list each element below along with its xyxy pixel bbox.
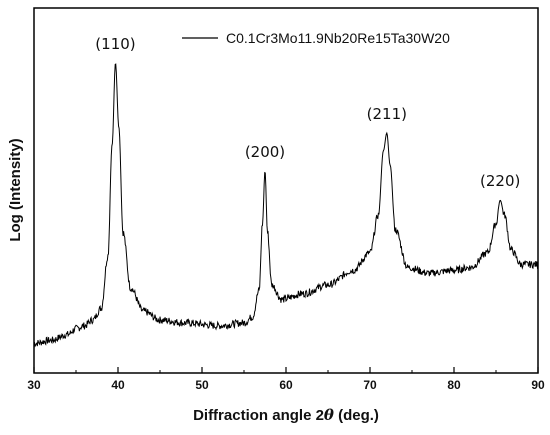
peak-labels: (110) (200) (211) (220): [95, 35, 520, 190]
x-tick-label-60: 60: [279, 378, 293, 392]
x-tick-label-40: 40: [111, 378, 125, 392]
x-tick-labels: 30 40 50 60 70 80 90: [27, 378, 545, 392]
x-tick-label-80: 80: [447, 378, 461, 392]
peak-label: (110): [95, 35, 135, 53]
x-tick-label-90: 90: [531, 378, 545, 392]
x-axis-title-suffix: (deg.): [334, 407, 379, 424]
x-axis-title-prefix: Diffraction angle 2: [193, 407, 324, 424]
peak-label: (200): [245, 143, 285, 161]
plot-frame: [33, 7, 539, 374]
x-tick-label-30: 30: [27, 378, 41, 392]
x-axis-title-symbol: θ: [324, 406, 334, 424]
series-line: [33, 63, 539, 348]
legend-label: C0.1Cr3Mo11.9Nb20Re15Ta30W20: [226, 30, 450, 46]
legend: C0.1Cr3Mo11.9Nb20Re15Ta30W20: [182, 30, 450, 46]
x-tick-label-70: 70: [363, 378, 377, 392]
x-tick-label-50: 50: [195, 378, 209, 392]
y-axis-title: Log (Intensity): [7, 138, 24, 241]
peak-label: (220): [480, 172, 520, 190]
x-axis-title: Diffraction angle 2θ (deg.): [193, 406, 379, 424]
peak-label: (211): [367, 105, 407, 123]
x-ticks: [33, 367, 539, 373]
